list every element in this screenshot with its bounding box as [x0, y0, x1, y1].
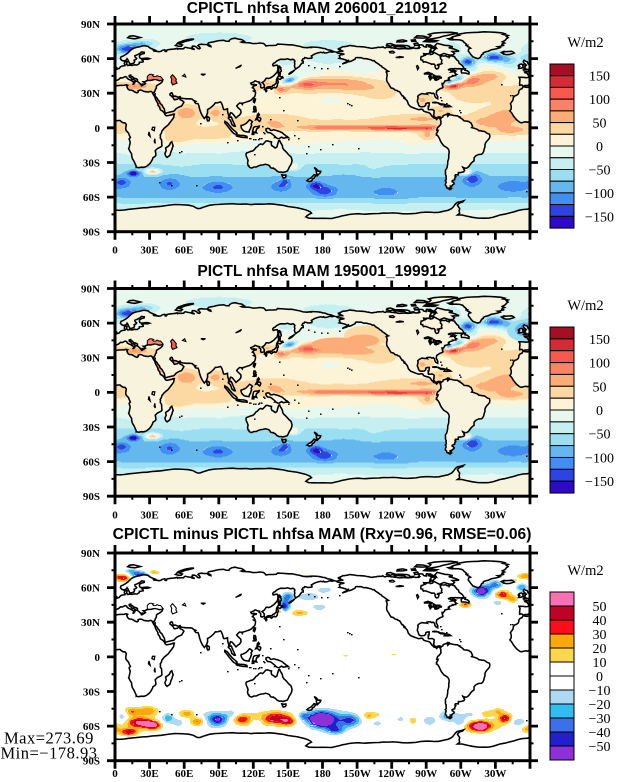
svg-text:−30: −30 — [589, 712, 611, 727]
svg-text:−100: −100 — [585, 187, 614, 202]
svg-text:0: 0 — [112, 510, 118, 522]
svg-text:150E: 150E — [276, 244, 300, 256]
svg-text:W/m2: W/m2 — [567, 563, 603, 579]
svg-text:180: 180 — [314, 244, 331, 256]
svg-text:90N: 90N — [81, 19, 100, 31]
svg-text:Max=273.69: Max=273.69 — [4, 729, 94, 748]
svg-text:−50: −50 — [589, 164, 611, 179]
svg-text:0: 0 — [596, 404, 603, 419]
svg-text:60S: 60S — [83, 192, 100, 204]
svg-text:60E: 60E — [175, 768, 193, 780]
svg-text:30: 30 — [593, 628, 607, 643]
svg-text:90E: 90E — [210, 510, 228, 522]
svg-text:60W: 60W — [450, 510, 472, 522]
svg-text:60N: 60N — [81, 318, 100, 330]
svg-text:60W: 60W — [450, 244, 472, 256]
svg-text:150: 150 — [589, 70, 610, 85]
svg-text:100: 100 — [589, 93, 610, 108]
svg-text:180: 180 — [314, 510, 331, 522]
svg-text:10: 10 — [593, 656, 607, 671]
svg-text:120E: 120E — [241, 510, 265, 522]
svg-text:30W: 30W — [484, 768, 506, 780]
svg-text:30N: 30N — [81, 617, 100, 629]
svg-text:90E: 90E — [210, 768, 228, 780]
svg-text:60E: 60E — [175, 244, 193, 256]
svg-text:W/m2: W/m2 — [567, 35, 603, 51]
svg-text:50: 50 — [593, 600, 607, 615]
svg-text:120E: 120E — [241, 768, 265, 780]
svg-text:90W: 90W — [415, 768, 437, 780]
svg-text:60E: 60E — [175, 510, 193, 522]
svg-text:0: 0 — [112, 768, 118, 780]
svg-text:Min=−178.93: Min=−178.93 — [1, 744, 98, 763]
svg-text:90W: 90W — [415, 244, 437, 256]
svg-text:90S: 90S — [83, 491, 100, 503]
svg-text:150E: 150E — [276, 510, 300, 522]
svg-text:30S: 30S — [83, 686, 100, 698]
svg-text:150W: 150W — [343, 510, 371, 522]
svg-text:30N: 30N — [81, 88, 100, 100]
svg-text:30N: 30N — [81, 353, 100, 365]
svg-text:0: 0 — [112, 244, 118, 256]
svg-text:30W: 30W — [484, 244, 506, 256]
svg-text:120E: 120E — [241, 244, 265, 256]
svg-text:60S: 60S — [83, 721, 100, 733]
svg-text:PICTL nhfsa MAM 195001_199912: PICTL nhfsa MAM 195001_199912 — [197, 263, 447, 280]
svg-text:180: 180 — [314, 768, 331, 780]
svg-text:−20: −20 — [589, 698, 611, 713]
svg-text:120W: 120W — [378, 510, 406, 522]
svg-text:0: 0 — [596, 140, 603, 155]
svg-text:30E: 30E — [140, 244, 158, 256]
svg-text:90N: 90N — [81, 548, 100, 560]
svg-text:W/m2: W/m2 — [567, 298, 603, 314]
svg-text:150W: 150W — [343, 244, 371, 256]
svg-text:120W: 120W — [378, 244, 406, 256]
svg-text:50: 50 — [593, 117, 607, 132]
svg-text:40: 40 — [593, 614, 607, 629]
svg-text:0: 0 — [596, 670, 603, 685]
svg-text:0: 0 — [95, 123, 101, 135]
svg-text:30S: 30S — [83, 157, 100, 169]
svg-text:60W: 60W — [450, 768, 472, 780]
svg-text:30E: 30E — [140, 510, 158, 522]
svg-text:90W: 90W — [415, 510, 437, 522]
svg-text:50: 50 — [593, 380, 607, 395]
svg-text:−50: −50 — [589, 740, 611, 755]
svg-text:20: 20 — [593, 642, 607, 657]
svg-text:0: 0 — [95, 387, 101, 399]
svg-text:90S: 90S — [83, 227, 100, 239]
svg-text:30S: 30S — [83, 422, 100, 434]
svg-text:150: 150 — [589, 333, 610, 348]
svg-text:30W: 30W — [484, 510, 506, 522]
svg-text:30E: 30E — [140, 768, 158, 780]
svg-text:−10: −10 — [589, 684, 611, 699]
svg-text:90S: 90S — [83, 756, 100, 768]
svg-text:60N: 60N — [81, 54, 100, 66]
svg-text:90E: 90E — [210, 244, 228, 256]
svg-text:−50: −50 — [589, 428, 611, 443]
svg-text:60N: 60N — [81, 583, 100, 595]
svg-text:0: 0 — [95, 652, 101, 664]
svg-text:−150: −150 — [585, 210, 614, 225]
svg-text:−40: −40 — [589, 726, 611, 741]
svg-text:150E: 150E — [276, 768, 300, 780]
svg-text:100: 100 — [589, 357, 610, 372]
svg-text:120W: 120W — [378, 768, 406, 780]
svg-text:150W: 150W — [343, 768, 371, 780]
svg-text:60S: 60S — [83, 457, 100, 469]
svg-text:CPICTL nhfsa MAM 206001_210912: CPICTL nhfsa MAM 206001_210912 — [187, 0, 448, 17]
svg-text:−100: −100 — [585, 452, 614, 467]
svg-text:CPICTL minus PICTL nhfsa MAM (: CPICTL minus PICTL nhfsa MAM (Rxy=0.96, … — [113, 526, 532, 543]
svg-text:−150: −150 — [585, 475, 614, 490]
svg-text:90N: 90N — [81, 283, 100, 295]
